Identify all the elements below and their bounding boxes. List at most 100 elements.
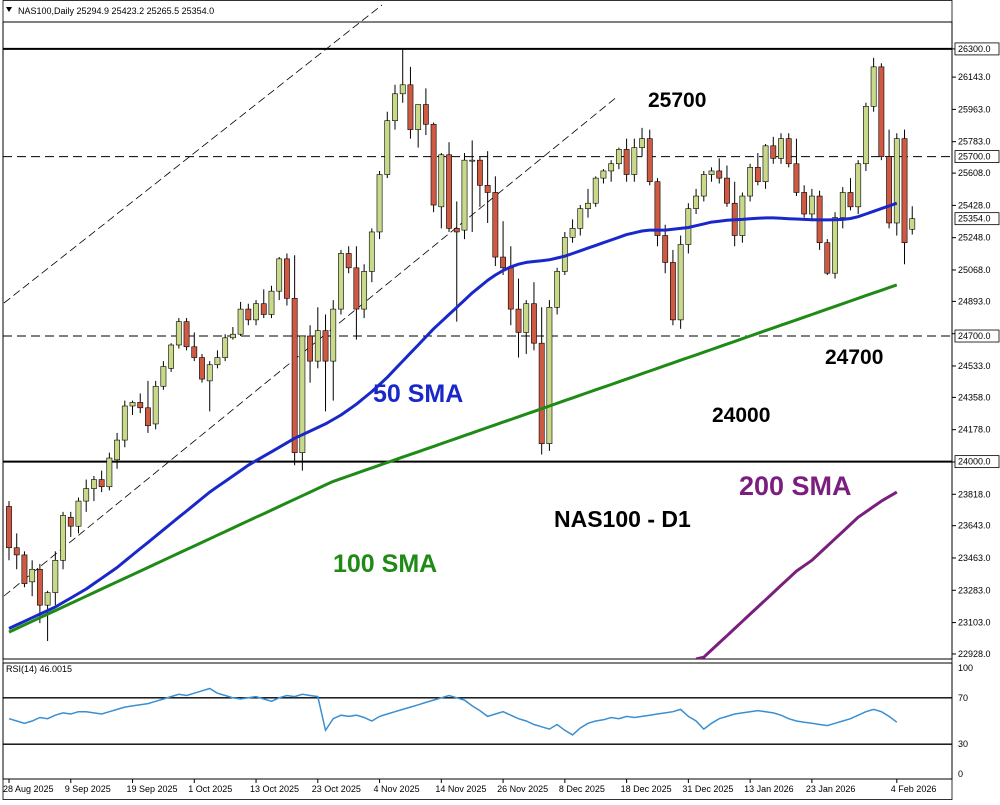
candle-body	[870, 66, 877, 107]
price-tag-label: 25700.0	[958, 152, 991, 162]
y-tick-label: 25783.0	[958, 137, 991, 147]
x-tick-label: 4 Feb 2026	[891, 784, 937, 794]
y-tick-label: 24358.0	[958, 392, 991, 402]
candle-body	[253, 303, 259, 321]
candle-body	[801, 192, 808, 215]
y-tick-label: 23818.0	[958, 489, 991, 499]
candle-body	[677, 244, 684, 321]
candle-body	[338, 253, 344, 310]
candle-body	[492, 192, 499, 258]
candle-body	[808, 195, 815, 215]
candle-body	[554, 271, 561, 308]
candle-body	[909, 218, 916, 230]
candle-body	[361, 271, 368, 310]
candle-body	[75, 500, 82, 527]
candle-body	[13, 547, 20, 556]
chart-title: NAS100 - D1	[554, 506, 691, 532]
candle-body	[832, 217, 838, 274]
candle-body	[569, 228, 576, 238]
candle-body	[600, 170, 607, 179]
candle-body	[500, 256, 506, 269]
candle-body	[168, 344, 175, 369]
candle-body	[106, 457, 113, 488]
price-tag-box	[954, 329, 1000, 343]
price-tag-label: 24000.0	[958, 457, 991, 467]
candle-body	[631, 147, 638, 175]
candle-body	[314, 330, 321, 362]
y-tick-label: 25963.0	[958, 104, 991, 114]
candle-body	[145, 407, 151, 427]
x-tick-label: 13 Jan 2026	[744, 784, 794, 794]
candle-body	[152, 385, 159, 425]
candle-body	[430, 123, 437, 206]
candle-body	[700, 174, 707, 197]
candle-body	[461, 159, 468, 231]
candle-body	[175, 321, 182, 346]
candle-body	[260, 303, 267, 315]
candle-body	[222, 337, 229, 358]
candle-body	[739, 195, 746, 236]
x-tick-label: 8 Dec 2025	[559, 784, 605, 794]
candle-body	[654, 181, 661, 236]
rsi-header: RSI(14) 46.0015	[6, 664, 72, 674]
rsi-line	[8, 687, 898, 736]
y-tick-label: 25248.0	[958, 233, 991, 243]
price-tag-box	[954, 455, 1000, 469]
candle-body	[276, 258, 283, 292]
x-tick-label: 28 Aug 2025	[3, 784, 54, 794]
y-tick-label: 22928.0	[958, 649, 991, 659]
candle-body	[708, 170, 715, 175]
label-200-sma: 200 SMA	[739, 471, 852, 501]
candle-body	[299, 335, 306, 453]
candle-body	[615, 149, 622, 165]
candle-body	[608, 163, 615, 172]
candle-body	[345, 253, 352, 269]
candle-body	[785, 138, 792, 165]
candle-body	[446, 154, 452, 229]
candle-body	[893, 138, 900, 224]
candle-body	[368, 231, 375, 272]
candle-body	[538, 342, 545, 444]
candle-body	[592, 177, 599, 204]
candle-body	[137, 402, 144, 409]
rsi-tick-label: 30	[958, 739, 968, 749]
label-100-sma: 100 SMA	[333, 550, 437, 578]
candle-body	[60, 515, 66, 561]
trend-channel	[3, 4, 619, 597]
candle-body	[878, 66, 885, 157]
label-25700: 25700	[648, 89, 706, 112]
candle-body	[121, 405, 128, 441]
candle-body	[330, 308, 337, 362]
x-tick-label: 31 Dec 2025	[682, 784, 733, 794]
x-tick-label: 1 Oct 2025	[188, 784, 232, 794]
price-tag-label: 26300.0	[958, 44, 991, 54]
candle-body	[716, 170, 723, 179]
candle-body	[245, 308, 252, 321]
candle-body	[577, 208, 584, 229]
candle-body	[6, 506, 12, 549]
candle-body	[847, 192, 854, 208]
candle-body	[91, 479, 97, 489]
y-tick-label: 26143.0	[958, 72, 991, 82]
rsi-tick-label: 100	[958, 663, 973, 673]
candle-body	[160, 366, 167, 387]
candle-body	[901, 138, 908, 244]
candle-body	[376, 174, 383, 233]
candle-body	[407, 84, 414, 130]
symbol-dropdown-icon[interactable]	[6, 7, 12, 12]
candle-body	[515, 308, 522, 333]
x-tick-label: 18 Dec 2025	[621, 784, 672, 794]
price-tag-label: 25354.0	[958, 214, 991, 224]
candle-body	[646, 138, 653, 182]
candle-body	[762, 145, 769, 182]
candle-body	[237, 308, 244, 335]
candle-body	[453, 228, 460, 233]
candle-body	[747, 167, 754, 197]
candle-body	[199, 357, 205, 380]
x-tick-label: 9 Sep 2025	[65, 784, 111, 794]
y-tick-label: 25608.0	[958, 168, 991, 178]
candle-body	[670, 262, 676, 321]
candle-body	[52, 560, 59, 593]
